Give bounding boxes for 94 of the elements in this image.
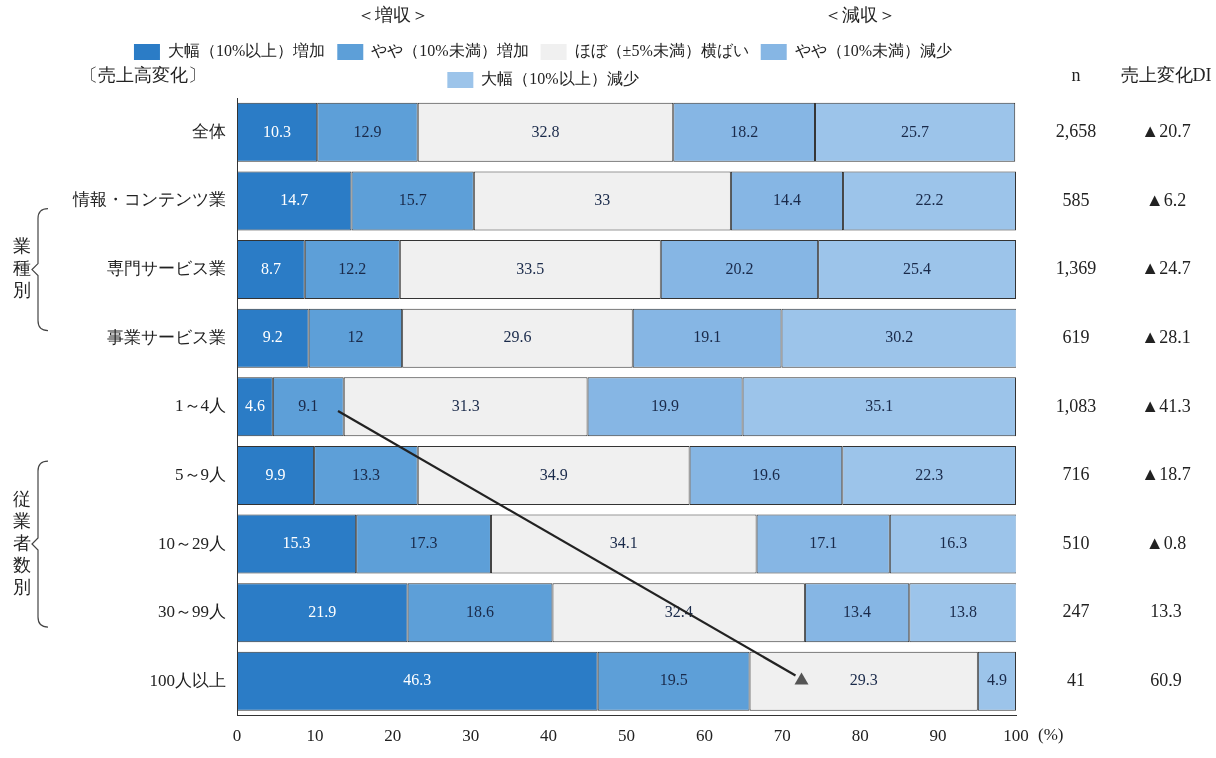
text: 585 <box>1062 189 1090 210</box>
text: ▲28.1 <box>1141 326 1191 347</box>
y-tick-label: 30～99人 <box>158 602 226 622</box>
y-tick-label: 事業サービス業 <box>107 327 226 347</box>
text: ＜増収＞ <box>356 4 429 25</box>
data-label: 14.4 <box>772 191 801 209</box>
data-label: 25.4 <box>903 259 932 277</box>
y-tick-label: 5～9人 <box>175 464 226 484</box>
text: 60.9 <box>1150 670 1182 691</box>
y-tick-label: 100人以上 <box>149 670 226 690</box>
data-label: 20.2 <box>725 259 754 277</box>
data-label: 19.5 <box>659 671 688 689</box>
data-label: 12.9 <box>353 122 382 140</box>
data-label: 19.6 <box>751 465 780 483</box>
data-label: 19.9 <box>651 397 680 414</box>
data-label: 15.3 <box>282 534 311 552</box>
text: ▲0.8 <box>1145 532 1187 553</box>
data-label: 29.3 <box>849 671 878 689</box>
text: ▲20.7 <box>1141 121 1191 142</box>
x-tick-label: 90 <box>929 726 947 746</box>
data-label: 9.2 <box>262 328 283 346</box>
data-label: 14.7 <box>280 191 309 209</box>
data-label: 19.1 <box>693 328 722 346</box>
text: 619 <box>1062 326 1090 347</box>
data-label: 33.5 <box>516 259 545 277</box>
x-tick-label: 70 <box>773 726 791 746</box>
text: 2,658 <box>1055 121 1097 142</box>
y-tick-label: 専門サービス業 <box>107 259 226 279</box>
data-label: 9.1 <box>298 397 319 414</box>
text: ＜減収＞ <box>824 4 897 25</box>
data-label: 17.3 <box>409 534 438 552</box>
text: 1,369 <box>1055 258 1097 279</box>
data-label: 9.9 <box>265 465 286 483</box>
text: 13.3 <box>1150 601 1182 622</box>
data-label: 16.3 <box>939 534 968 552</box>
text: 売上変化DI <box>1120 64 1212 85</box>
data-label: 22.3 <box>915 465 944 483</box>
x-tick-label: 50 <box>618 726 635 746</box>
y-tick-label: 1～4人 <box>175 396 226 416</box>
data-label: 12 <box>347 328 364 346</box>
text: ▲41.3 <box>1141 395 1191 416</box>
text: 247 <box>1062 601 1090 622</box>
legend-label: やや（10%未満）減少 <box>794 42 953 60</box>
data-label: 29.6 <box>503 328 532 346</box>
data-label: 4.9 <box>986 671 1007 689</box>
data-label: 18.2 <box>730 122 759 140</box>
data-label: 10.3 <box>263 122 292 140</box>
x-tick-label: 80 <box>851 726 869 746</box>
data-label: 12.2 <box>338 259 367 277</box>
data-label: 33 <box>594 191 611 209</box>
legend-label: ほぼ（±5%未満）横ばい <box>574 42 749 60</box>
text: 716 <box>1062 464 1090 485</box>
text: 従業者数別 <box>13 488 31 597</box>
y-tick-label: 10～29人 <box>158 533 226 553</box>
x-tick-label: 20 <box>384 726 402 746</box>
x-axis-title: (%) <box>1038 725 1064 745</box>
text: ▲18.7 <box>1141 464 1191 485</box>
data-label: 13.3 <box>351 465 380 483</box>
data-label: 25.7 <box>901 122 930 140</box>
data-label: 30.2 <box>885 328 914 346</box>
text: n <box>1071 64 1081 85</box>
data-label: 34.9 <box>539 465 568 483</box>
data-label: 13.8 <box>949 602 978 620</box>
x-tick-label: 40 <box>540 726 558 746</box>
y-tick-label: 情報・コンテンツ業 <box>72 190 226 210</box>
data-label: 31.3 <box>451 397 480 414</box>
data-label: 4.6 <box>244 397 265 414</box>
legend-label: 大幅（10%以上）減少 <box>481 70 639 88</box>
x-tick-label: 100 <box>1003 726 1029 746</box>
data-label: 32.8 <box>531 122 560 140</box>
y-tick-label: 全体 <box>192 121 226 141</box>
data-label: 13.4 <box>843 602 872 620</box>
legend-title: 〔売上高変化〕 <box>80 64 206 85</box>
data-label: 21.9 <box>308 602 337 620</box>
x-tick-label: 10 <box>306 726 324 746</box>
data-label: 17.1 <box>809 534 838 552</box>
data-label: 15.7 <box>398 191 427 209</box>
data-label: 22.2 <box>915 191 944 209</box>
data-label: 35.1 <box>865 397 894 414</box>
text: 1,083 <box>1055 395 1097 416</box>
text: 41 <box>1067 670 1085 691</box>
text: 業種別 <box>13 236 31 301</box>
text: ▲6.2 <box>1145 189 1187 210</box>
x-tick-label: 0 <box>232 726 242 746</box>
data-label: 18.6 <box>466 602 495 620</box>
data-label: 8.7 <box>260 259 281 277</box>
legend-label: やや（10%未満）増加 <box>371 42 529 60</box>
legend-label: 大幅（10%以上）増加 <box>167 42 326 60</box>
data-label: 46.3 <box>403 671 432 689</box>
x-tick-label: 30 <box>462 726 480 746</box>
text: 510 <box>1062 532 1090 553</box>
data-label: 34.1 <box>609 534 638 552</box>
x-tick-label: 60 <box>695 726 713 746</box>
text: ▲24.7 <box>1141 258 1191 279</box>
